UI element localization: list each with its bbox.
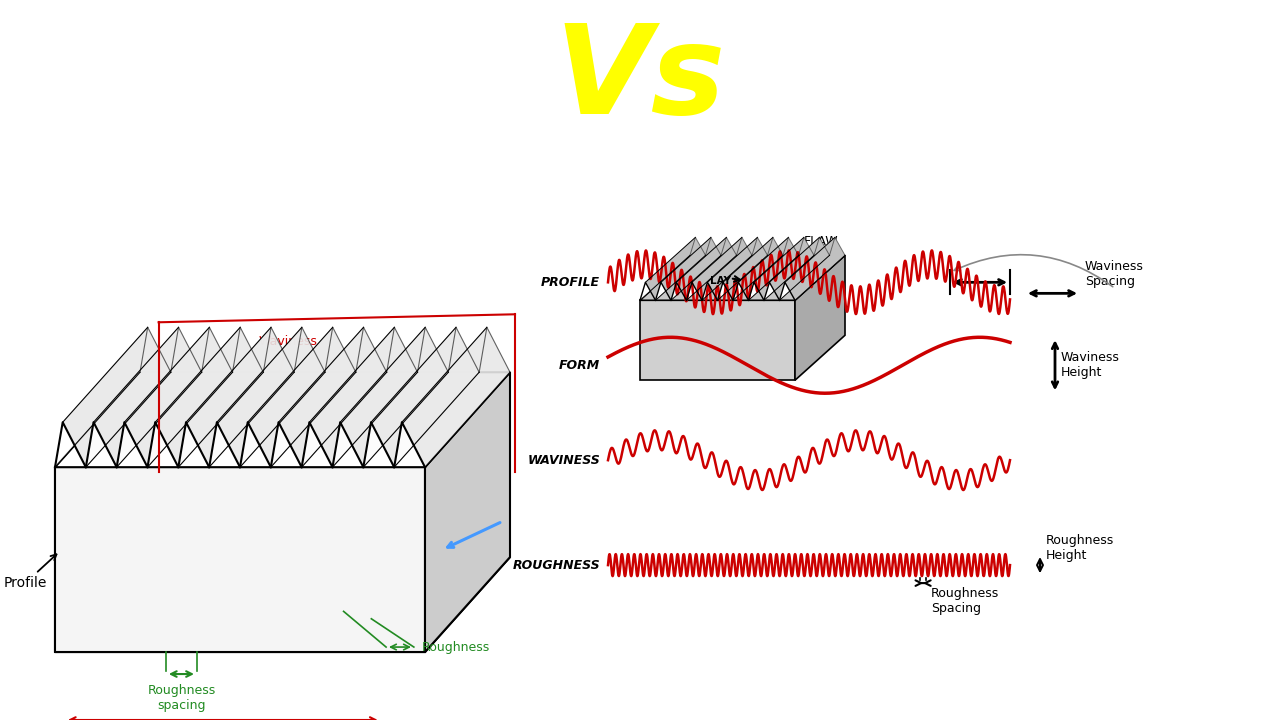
Polygon shape — [671, 238, 727, 300]
Polygon shape — [55, 328, 147, 467]
Polygon shape — [209, 328, 302, 467]
Polygon shape — [718, 238, 773, 300]
Text: LAY: LAY — [709, 276, 731, 286]
Text: Roughness: Roughness — [422, 641, 490, 654]
Polygon shape — [640, 238, 695, 300]
Text: Vs: Vs — [554, 19, 726, 140]
Text: ROUGHNESS: ROUGHNESS — [512, 559, 600, 572]
Polygon shape — [769, 238, 829, 300]
Polygon shape — [333, 328, 425, 467]
Text: FLAW: FLAW — [760, 235, 838, 279]
Polygon shape — [676, 238, 736, 300]
Polygon shape — [692, 238, 753, 300]
Polygon shape — [216, 328, 325, 467]
Polygon shape — [340, 328, 448, 467]
Polygon shape — [764, 238, 819, 300]
Polygon shape — [186, 328, 294, 467]
Polygon shape — [640, 256, 845, 300]
Polygon shape — [271, 328, 364, 467]
Polygon shape — [155, 328, 264, 467]
Polygon shape — [655, 238, 710, 300]
Polygon shape — [723, 238, 783, 300]
Polygon shape — [640, 300, 795, 380]
Polygon shape — [55, 372, 509, 467]
Polygon shape — [425, 372, 509, 652]
Text: Surface: Surface — [122, 5, 467, 84]
Polygon shape — [754, 238, 814, 300]
Polygon shape — [248, 328, 356, 467]
Polygon shape — [55, 372, 140, 652]
Polygon shape — [394, 328, 486, 467]
Polygon shape — [733, 238, 788, 300]
Polygon shape — [795, 256, 845, 380]
Polygon shape — [660, 238, 721, 300]
Polygon shape — [241, 328, 333, 467]
Polygon shape — [364, 328, 456, 467]
Text: PROFILE: PROFILE — [541, 276, 600, 289]
Polygon shape — [147, 328, 241, 467]
Polygon shape — [124, 328, 233, 467]
Text: Roughness
spacing: Roughness spacing — [147, 684, 215, 712]
Text: WAVINESS: WAVINESS — [527, 454, 600, 467]
Polygon shape — [279, 328, 387, 467]
Text: FORM: FORM — [559, 359, 600, 372]
Polygon shape — [645, 238, 705, 300]
Text: Waviness
Height: Waviness Height — [1061, 351, 1120, 379]
Polygon shape — [55, 467, 425, 652]
Polygon shape — [701, 238, 758, 300]
Text: Finish: Finish — [849, 84, 1123, 163]
Polygon shape — [780, 238, 835, 300]
Polygon shape — [749, 238, 804, 300]
Text: Surface: Surface — [813, 5, 1158, 84]
Polygon shape — [178, 328, 271, 467]
Polygon shape — [708, 238, 768, 300]
Text: Roughness: Roughness — [46, 84, 543, 163]
Polygon shape — [93, 328, 202, 467]
Text: Roughness
Height: Roughness Height — [1046, 534, 1115, 562]
Polygon shape — [55, 557, 509, 652]
Text: Roughness
Spacing: Roughness Spacing — [931, 587, 1000, 615]
Polygon shape — [371, 328, 479, 467]
Polygon shape — [86, 328, 178, 467]
Text: Profile: Profile — [4, 554, 56, 590]
Polygon shape — [402, 328, 509, 467]
Text: Waviness
Spacing: Waviness Spacing — [1085, 261, 1144, 288]
Polygon shape — [116, 328, 210, 467]
Polygon shape — [310, 328, 417, 467]
Polygon shape — [785, 238, 845, 300]
Polygon shape — [302, 328, 394, 467]
Text: Waviness: Waviness — [259, 335, 317, 411]
Polygon shape — [739, 238, 799, 300]
Polygon shape — [686, 238, 742, 300]
Polygon shape — [63, 328, 170, 467]
